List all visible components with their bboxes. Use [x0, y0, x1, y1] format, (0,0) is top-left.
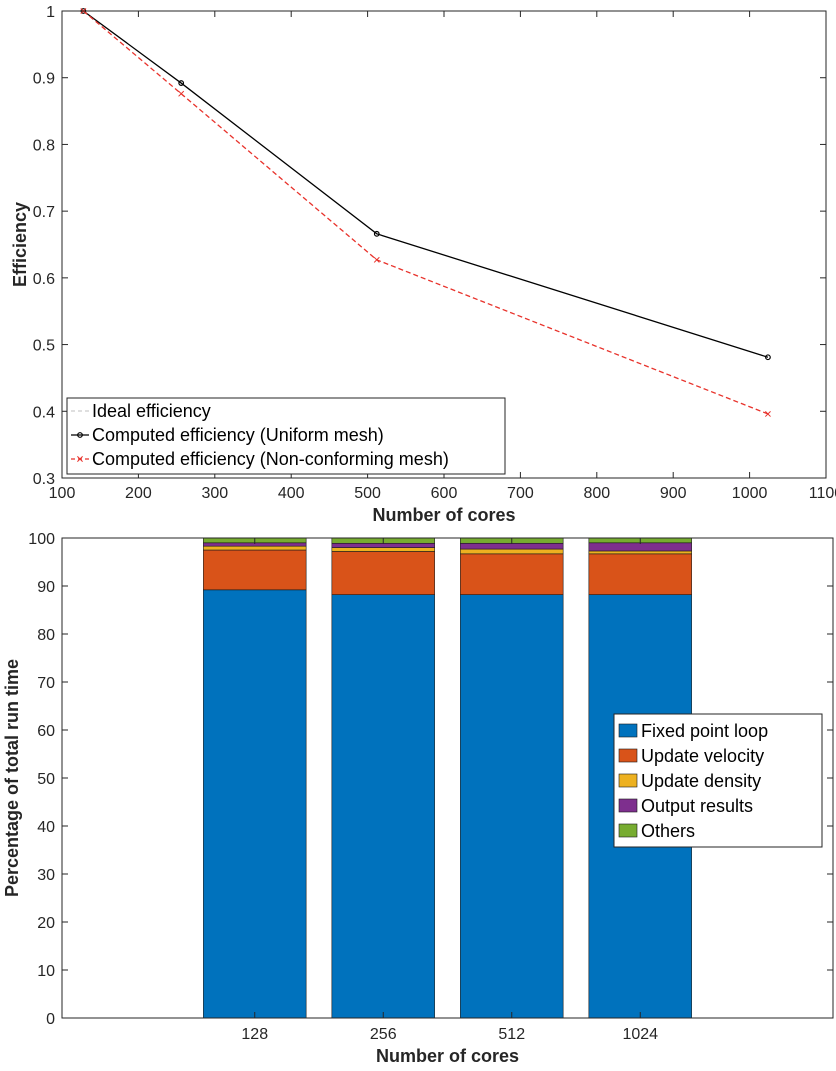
data-point [178, 80, 185, 86]
bar-segment-update-velocity [460, 553, 564, 595]
legend-marker-stroke [77, 456, 83, 462]
legend-box [66, 397, 506, 475]
y-tick-label: 0.6 [33, 271, 55, 288]
bar-segment-update-velocity [331, 551, 435, 595]
bar-segment-fixed-point-loop [203, 589, 307, 1019]
series-computed-efficiency-uniform-mesh [80, 8, 771, 361]
x-tick-label: 800 [583, 485, 610, 502]
legend-box [613, 713, 823, 848]
legend-swatch [618, 798, 638, 813]
y-tick-label: 40 [37, 819, 55, 836]
bar-segment-update-velocity [203, 549, 307, 591]
data-point-stroke [373, 256, 380, 263]
bar-segment-output-results [588, 542, 692, 552]
legend-marker [77, 456, 83, 462]
efficiency-y-axis-label: Efficiency [10, 202, 30, 287]
x-tick-label: 600 [431, 485, 458, 502]
legend-label: Update velocity [641, 746, 764, 766]
legend-swatch [618, 773, 638, 788]
y-tick-label: 0.5 [33, 338, 55, 355]
y-tick-label: 30 [37, 867, 55, 884]
bar-segment-update-density [331, 547, 435, 552]
bar-segment-update-velocity [588, 553, 692, 595]
runtime-y-axis-label: Percentage of total run time [2, 659, 22, 897]
y-tick-label: 0.4 [33, 404, 55, 421]
y-tick-label: 0.7 [33, 204, 55, 221]
x-tick-label: 900 [660, 485, 687, 502]
legend-marker [77, 432, 83, 438]
legend-swatch [618, 748, 638, 763]
y-tick-label: 70 [37, 675, 55, 692]
y-tick-label: 90 [37, 579, 55, 596]
bar-stack-128 [203, 537, 307, 1019]
runtime-breakdown-chart: 128 256 512 1024 0 10 20 30 40 50 60 70 80 90 100 Fixe… [2, 531, 834, 1066]
x-tick-label: 256 [370, 1026, 397, 1043]
x-tick-label: 500 [354, 485, 381, 502]
y-tick-label: 60 [37, 723, 55, 740]
data-point [373, 256, 380, 263]
legend-label: Computed efficiency (Non-conforming mesh… [92, 449, 449, 469]
data-point [373, 230, 380, 237]
bar-segment-update-density [460, 548, 564, 555]
x-tick-label: 512 [498, 1026, 525, 1043]
x-tick-label: 1000 [732, 485, 768, 502]
series-line [82, 10, 769, 415]
bar-stack-512 [460, 537, 564, 1019]
y-tick-label: 50 [37, 771, 55, 788]
bar-stack-256 [331, 537, 435, 1019]
y-tick-label: 0.3 [33, 471, 55, 488]
y-tick-label: 0 [46, 1011, 55, 1028]
legend-label: Computed efficiency (Uniform mesh) [92, 425, 384, 445]
legend-label: Output results [641, 796, 753, 816]
efficiency-x-axis-label: Number of cores [372, 505, 515, 525]
data-point-stroke [178, 90, 185, 97]
legend-label: Fixed point loop [641, 721, 768, 741]
data-point [765, 354, 771, 361]
y-tick-label: 10 [37, 963, 55, 980]
y-tick-label: 0.9 [33, 71, 55, 88]
data-point [764, 411, 771, 417]
x-tick-label: 400 [278, 485, 305, 502]
runtime-axes-box [61, 537, 834, 1019]
y-tick-label: 20 [37, 915, 55, 932]
data-point [178, 90, 185, 97]
data-point-stroke [764, 411, 771, 417]
efficiency-axes-box [61, 10, 827, 479]
y-tick-label: 1 [46, 4, 55, 21]
bar-segment-fixed-point-loop [331, 594, 435, 1019]
legend-label: Update density [641, 771, 761, 791]
x-tick-label: 128 [241, 1026, 268, 1043]
series-line [83, 10, 769, 358]
legend-label: Others [641, 821, 695, 841]
y-tick-label: 80 [37, 627, 55, 644]
runtime-x-axis-label: Number of cores [376, 1046, 519, 1066]
bar-segment-update-density [588, 550, 692, 555]
x-tick-label: 100 [49, 485, 76, 502]
bar-segment-fixed-point-loop [460, 594, 564, 1019]
legend-swatch [618, 823, 638, 838]
x-tick-label: 300 [201, 485, 228, 502]
x-tick-label: 700 [507, 485, 534, 502]
legend-label: Ideal efficiency [92, 401, 211, 421]
y-tick-label: 0.8 [33, 137, 55, 154]
bar-segment-update-density [203, 545, 307, 551]
x-tick-label: 200 [125, 485, 152, 502]
x-tick-label: 1024 [622, 1026, 658, 1043]
bar-segment-output-results [460, 542, 564, 550]
y-tick-label: 100 [28, 531, 55, 548]
legend-swatch [618, 723, 638, 738]
